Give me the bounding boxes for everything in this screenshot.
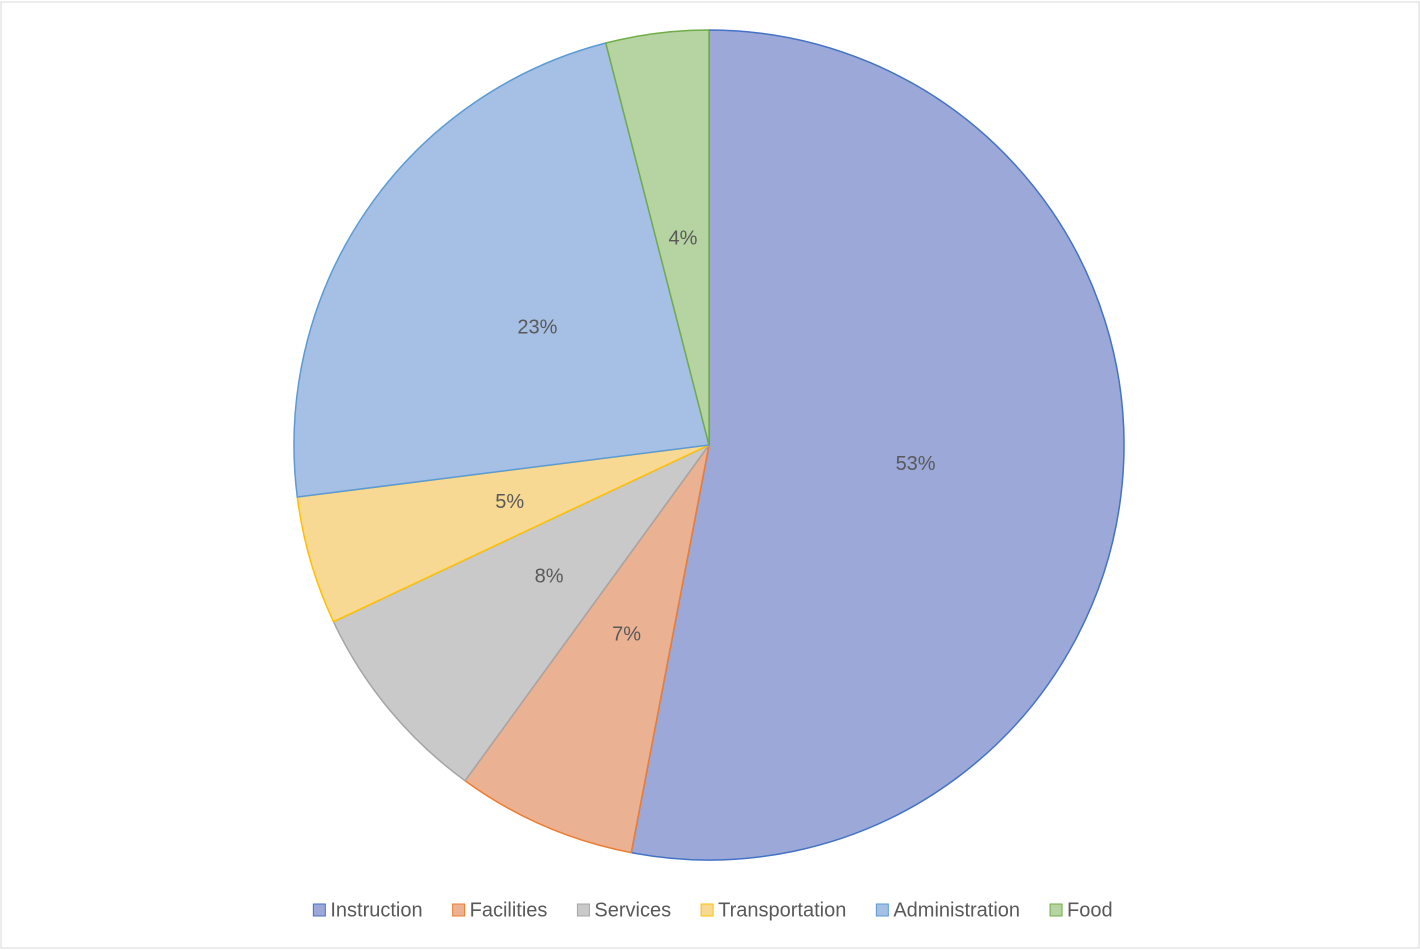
- data-label: 23%: [517, 317, 557, 339]
- pie-slice: [332, 444, 710, 782]
- legend: Instruction Facilities Services Transportat…: [312, 899, 1113, 921]
- legend-label: Instruction: [330, 899, 422, 921]
- data-label: 5%: [495, 491, 524, 513]
- data-label: 4%: [669, 227, 698, 249]
- data-label: 53%: [896, 453, 936, 475]
- data-label: 8%: [535, 566, 564, 588]
- pie-slice: [464, 444, 710, 854]
- pie-slice: [630, 29, 1125, 861]
- legend-swatch: [875, 903, 889, 917]
- legend-swatch: [452, 903, 466, 917]
- pie: 53% 7% 8% 5% 23% 4%: [293, 29, 1125, 861]
- legend-label: Food: [1067, 899, 1113, 921]
- legend-swatch: [312, 903, 326, 917]
- pie-slice: [293, 42, 710, 498]
- legend-swatch: [1049, 903, 1063, 917]
- legend-label: Facilities: [470, 899, 548, 921]
- data-label: 7%: [612, 624, 641, 646]
- legend-swatch: [576, 903, 590, 917]
- legend-swatch: [700, 903, 714, 917]
- legend-label: Transportation: [718, 899, 846, 921]
- legend-label: Administration: [893, 899, 1020, 921]
- pie-slice: [604, 29, 710, 446]
- legend-label: Services: [594, 899, 671, 921]
